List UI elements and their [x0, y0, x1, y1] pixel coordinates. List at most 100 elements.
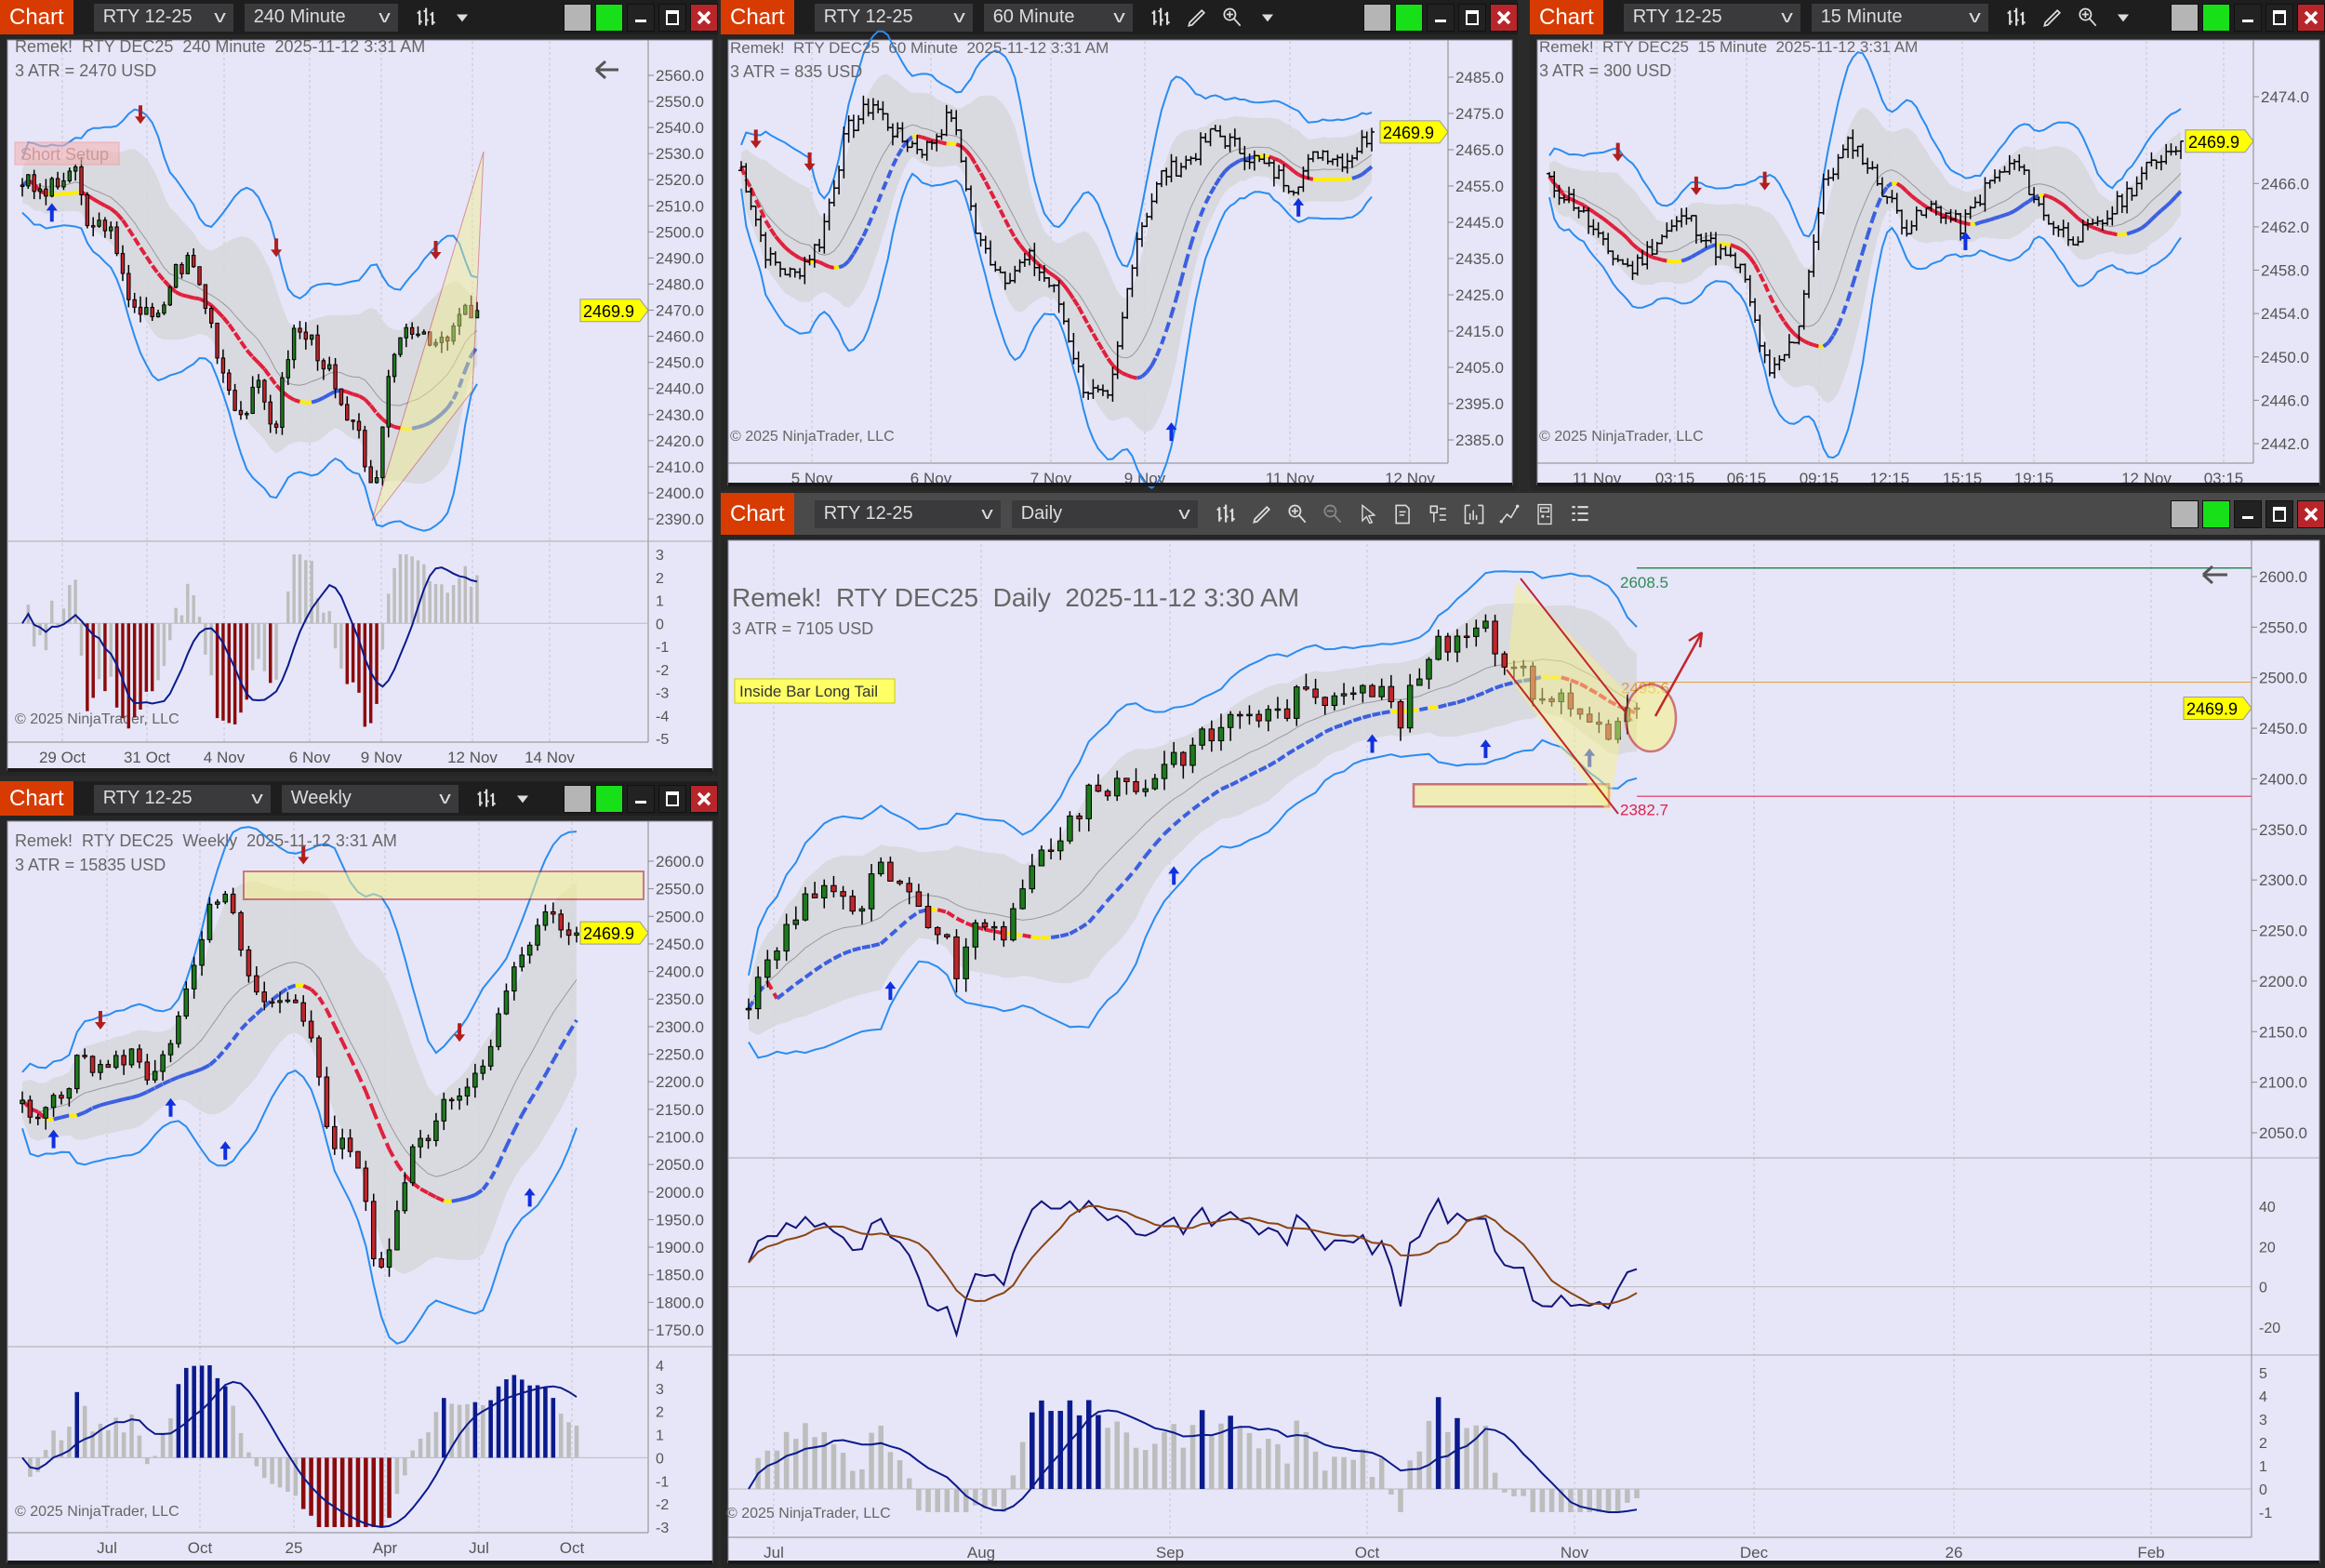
instrument-selector[interactable]: RTY 12-25 v	[814, 3, 973, 32]
link-green-button[interactable]	[2202, 499, 2230, 528]
dropdown-arrow-button[interactable]	[1254, 4, 1282, 32]
chart-canvas[interactable]: 5 Nov 6 Nov 7 Nov 9 Nov 11 Nov 12 Nov2485.024…	[721, 0, 1518, 490]
maximize-icon	[2273, 9, 2286, 25]
close-button[interactable]	[690, 3, 718, 32]
candle	[451, 323, 456, 345]
wedge-pattern-fill	[1507, 581, 1628, 814]
minimize-button[interactable]	[1427, 3, 1455, 32]
pencil-button[interactable]	[1248, 500, 1276, 528]
trend-line-segment	[100, 1101, 109, 1108]
dropdown-arrow-button[interactable]	[2109, 4, 2137, 32]
properties-button[interactable]	[1425, 500, 1453, 528]
trend-line-segment	[423, 420, 432, 428]
instrument-selector[interactable]: RTY 12-25 v	[93, 3, 233, 32]
link-color-button[interactable]	[2171, 3, 2199, 32]
link-color-button[interactable]	[564, 784, 591, 813]
link-green-button[interactable]	[1395, 3, 1423, 32]
bar-style-button[interactable]	[2003, 4, 2031, 32]
candle	[215, 322, 219, 365]
candle	[26, 174, 31, 190]
trend-line-segment	[1484, 685, 1496, 695]
chart-canvas[interactable]: Jul Aug Sep Oct Nov Dec 26 Feb 2600.0 2550.0 2500.…	[721, 493, 2325, 1568]
interval-selector[interactable]: 15 Minute v	[1811, 3, 1988, 32]
link-color-button[interactable]	[564, 3, 591, 32]
histogram-bar	[1180, 1447, 1187, 1489]
strategies-button[interactable]	[1460, 500, 1488, 528]
chart-menu-button[interactable]: Chart	[721, 0, 794, 34]
dropdown-arrow-button[interactable]	[509, 785, 537, 813]
price-axis-label: 2474.0	[2261, 88, 2309, 106]
zoom-in-button[interactable]	[1283, 500, 1311, 528]
minimize-button[interactable]	[627, 784, 655, 813]
chart-canvas[interactable]: Jul Oct 25 Apr Jul Oct 2600.0 2550.0 2500.0 2450.…	[0, 781, 718, 1568]
list-button[interactable]	[1566, 500, 1594, 528]
chart-menu-button[interactable]: Chart	[1530, 0, 1603, 34]
candle	[754, 966, 762, 1019]
link-green-button[interactable]	[2202, 3, 2230, 32]
pencil-button[interactable]	[2039, 4, 2066, 32]
trend-line-segment	[1984, 218, 1991, 223]
bar-style-button[interactable]	[473, 785, 501, 813]
pencil-button[interactable]	[1183, 4, 1211, 32]
zoom-in-button[interactable]	[2074, 4, 2102, 32]
maximize-button[interactable]	[658, 784, 686, 813]
bar-style-button[interactable]	[1148, 4, 1176, 32]
close-button[interactable]	[2297, 3, 2325, 32]
minimize-button[interactable]	[2234, 3, 2262, 32]
price-axis-label: 2440.0	[656, 380, 704, 398]
interval-selector[interactable]: Weekly v	[281, 784, 458, 813]
chart-menu-button[interactable]: Chart	[0, 0, 73, 34]
close-button[interactable]	[690, 784, 718, 813]
trend-line-segment	[818, 260, 826, 267]
close-button[interactable]	[2297, 499, 2325, 528]
trend-line-segment	[879, 934, 892, 946]
interval-selector[interactable]: 240 Minute v	[244, 3, 398, 32]
chart-menu-button[interactable]: Chart	[721, 493, 794, 535]
trend-line-segment	[1078, 921, 1090, 931]
histogram-bar	[345, 623, 350, 684]
bar-style-button[interactable]	[1213, 500, 1241, 528]
data-box-button[interactable]	[1389, 500, 1417, 528]
chart-canvas[interactable]: 11 Nov 03:15 06:15 09:15 12:15 15:15 19:15 12 N…	[1530, 0, 2325, 490]
maximize-button[interactable]	[1458, 3, 1486, 32]
drawing-tools-button[interactable]	[1495, 500, 1523, 528]
link-color-button[interactable]	[2171, 499, 2199, 528]
maximize-button[interactable]	[658, 3, 686, 32]
maximize-button[interactable]	[2265, 3, 2293, 32]
instrument-selector[interactable]: RTY 12-25 v	[1623, 3, 1800, 32]
calculator-button[interactable]	[1531, 500, 1559, 528]
minimize-button[interactable]	[627, 3, 655, 32]
link-color-button[interactable]	[1363, 3, 1391, 32]
link-green-button[interactable]	[595, 784, 623, 813]
trend-line-segment	[440, 406, 449, 416]
instrument-selector[interactable]: RTY 12-25 v	[814, 499, 1001, 528]
histogram-bar	[67, 1427, 72, 1458]
dropdown-arrow-button[interactable]	[448, 4, 476, 32]
link-green-button[interactable]	[595, 3, 623, 32]
indicator-axis-label: 0	[656, 1451, 664, 1467]
back-arrow-icon[interactable]	[594, 60, 618, 80]
interval-selector[interactable]: Daily v	[1011, 499, 1198, 528]
trend-line-segment	[466, 1192, 476, 1200]
trend-line-segment	[1616, 229, 1625, 236]
trend-line-segment	[1153, 832, 1166, 846]
chart-menu-button[interactable]: Chart	[0, 781, 73, 816]
trend-line-segment	[1229, 162, 1236, 168]
zoom-out-button[interactable]	[1319, 500, 1347, 528]
price-axis-label: 2300.0	[656, 1018, 704, 1036]
maximize-button[interactable]	[2265, 499, 2293, 528]
instrument-selector[interactable]: RTY 12-25 v	[93, 784, 271, 813]
zoom-in-button[interactable]	[1218, 4, 1246, 32]
histogram-bar	[162, 623, 166, 667]
histogram-bar	[300, 1457, 306, 1509]
close-button[interactable]	[1490, 3, 1518, 32]
minimize-button[interactable]	[2234, 499, 2262, 528]
flag-pattern-drawing	[371, 151, 485, 522]
trend-line-segment	[371, 1110, 384, 1132]
chart-canvas[interactable]: 29 Oct 31 Oct 4 Nov 6 Nov 9 Nov 12 Nov 14 Nov 2…	[0, 0, 718, 776]
back-arrow-icon[interactable]	[2201, 565, 2227, 585]
bar-style-button[interactable]	[413, 4, 441, 32]
pointer-button[interactable]	[1354, 500, 1382, 528]
candle	[128, 1048, 135, 1069]
interval-selector[interactable]: 60 Minute v	[983, 3, 1133, 32]
